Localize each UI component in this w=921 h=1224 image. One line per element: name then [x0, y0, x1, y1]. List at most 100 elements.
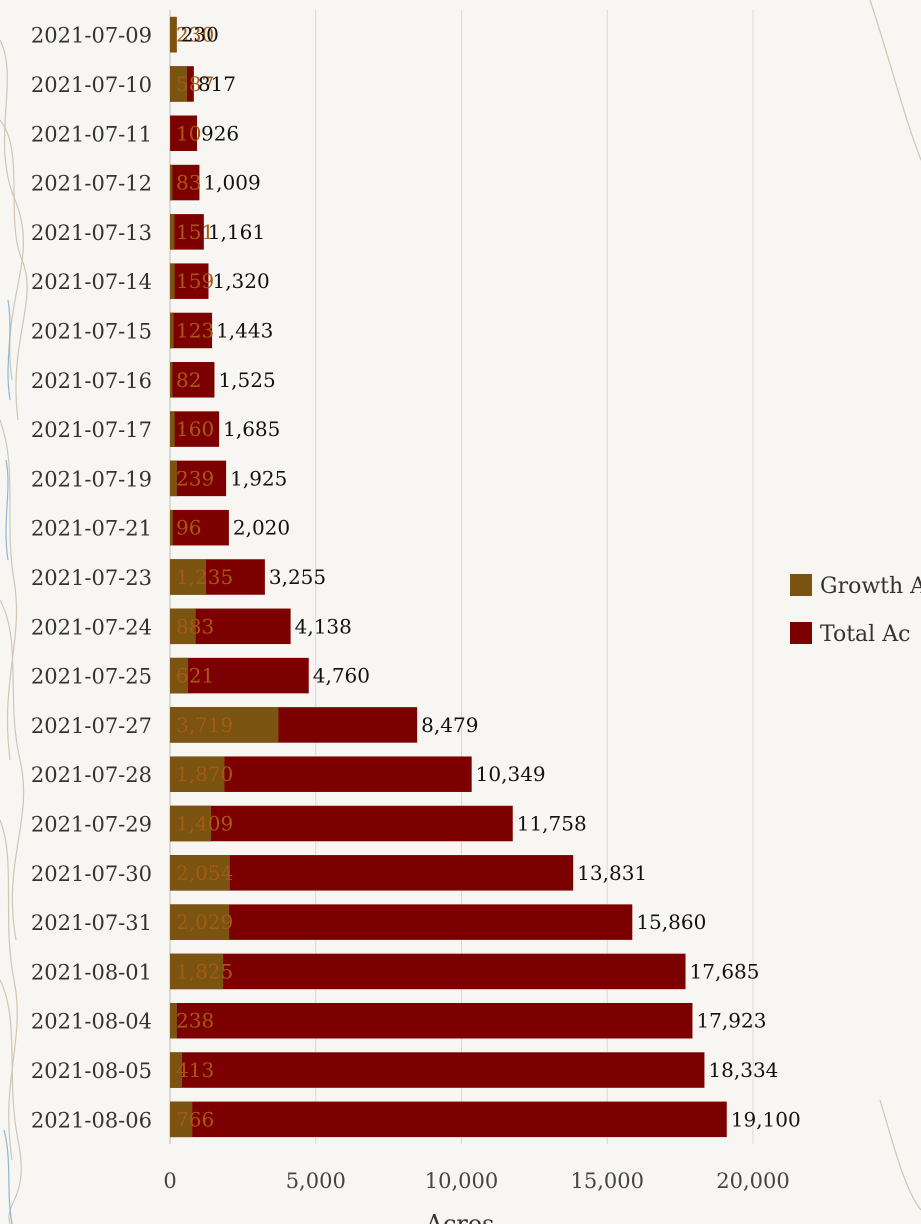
bar-growth [170, 164, 173, 201]
category-label: 2021-07-09 [31, 24, 152, 48]
growth-value-label: 587 [176, 72, 214, 96]
total-value-label: 1,925 [230, 466, 287, 490]
total-value-label: 1,009 [203, 171, 260, 195]
legend: Growth A Total Ac [790, 574, 921, 647]
category-label: 2021-07-11 [31, 122, 152, 146]
bar-total [170, 805, 513, 842]
bar-growth [170, 805, 212, 842]
legend-swatch-growth [790, 574, 812, 596]
growth-value-label: 2,054 [176, 861, 233, 885]
growth-value-label: 239 [176, 466, 214, 490]
bar-total [170, 115, 197, 152]
x-tick-label: 15,000 [571, 1169, 644, 1193]
category-label: 2021-07-28 [31, 763, 152, 787]
growth-value-label: 160 [176, 417, 214, 441]
category-label: 2021-08-01 [31, 960, 152, 984]
growth-value-label: 2,029 [176, 910, 233, 934]
bar-growth [170, 1002, 177, 1039]
bar-growth [170, 756, 225, 792]
growth-value-label: 413 [176, 1058, 214, 1082]
category-label: 2021-07-13 [31, 221, 152, 245]
category-label: 2021-07-31 [31, 911, 152, 935]
category-label: 2021-07-16 [31, 369, 152, 393]
bar-growth [170, 1101, 193, 1138]
bar-growth [170, 411, 175, 447]
category-label: 2021-07-29 [31, 813, 152, 837]
growth-value-label: 96 [176, 516, 201, 540]
x-tick-label: 10,000 [425, 1169, 498, 1193]
bar-growth [170, 66, 188, 102]
category-label: 2021-08-06 [31, 1108, 152, 1132]
total-value-label: 1,161 [208, 220, 265, 244]
growth-value-label: 1,825 [176, 959, 233, 983]
bar-total [170, 509, 229, 546]
bar-total [170, 312, 213, 349]
bar-total [170, 953, 686, 990]
category-label: 2021-07-12 [31, 172, 152, 196]
total-value-label: 11,758 [517, 812, 587, 836]
category-label: 2021-07-10 [31, 73, 152, 97]
legend-swatch-total [790, 622, 812, 644]
total-value-label: 926 [201, 121, 239, 145]
bar-growth [170, 16, 177, 53]
bar-total [170, 263, 209, 299]
bar-total [170, 1002, 693, 1039]
growth-value-label: 82 [176, 368, 201, 392]
category-label: 2021-07-25 [31, 665, 152, 689]
growth-value-label: 83 [176, 171, 201, 195]
bar-total [170, 214, 204, 250]
total-value-label: 18,334 [708, 1058, 778, 1082]
total-value-label: 19,100 [731, 1107, 801, 1131]
legend-label-total: Total Ac [820, 622, 910, 647]
category-label: 2021-07-30 [31, 862, 152, 886]
total-value-label: 15,860 [636, 910, 706, 934]
category-label: 2021-07-17 [31, 418, 152, 442]
bars [170, 16, 727, 1138]
growth-value-label: 159 [176, 269, 214, 293]
category-label: 2021-07-24 [31, 615, 152, 639]
growth-value-label: 151 [176, 220, 214, 244]
bar-growth [170, 559, 207, 595]
growth-value-label: 621 [176, 664, 214, 688]
growth-value-label: 3,719 [176, 713, 233, 737]
bar-total [170, 362, 215, 398]
growth-value-label: 238 [176, 1009, 214, 1033]
category-label: 2021-07-27 [31, 714, 152, 738]
total-value-label: 1,443 [216, 318, 273, 342]
category-label: 2021-07-15 [31, 319, 152, 343]
total-value-label: 10,349 [476, 762, 546, 786]
x-tick-label: 5,000 [286, 1169, 346, 1193]
total-value-label: 3,255 [269, 565, 326, 589]
total-value-label: 17,685 [690, 959, 760, 983]
total-value-label: 8,479 [421, 713, 478, 737]
bar-total [170, 164, 200, 201]
bar-growth [170, 1052, 183, 1088]
category-label: 2021-08-04 [31, 1010, 152, 1034]
bar-growth [170, 263, 175, 299]
bar-growth [170, 362, 173, 398]
bar-growth [170, 904, 230, 940]
total-value-label: 1,685 [223, 417, 280, 441]
total-value-label: 1,320 [212, 269, 269, 293]
category-label: 2021-07-14 [31, 270, 152, 294]
bar-growth [170, 608, 196, 645]
bar-total [170, 460, 227, 497]
bar-growth [170, 214, 175, 250]
growth-value-label: 10 [176, 121, 201, 145]
total-value-label: 817 [198, 72, 236, 96]
bar-total [170, 657, 309, 694]
bar-total [170, 904, 633, 940]
bar-growth [170, 657, 189, 694]
total-value-label: 17,923 [696, 1009, 766, 1033]
growth-value-label: 230 [176, 23, 214, 47]
total-value-label: 4,138 [295, 614, 352, 638]
total-value-label: 230 [181, 23, 219, 47]
legend-label-growth: Growth A [820, 574, 921, 599]
category-label: 2021-07-23 [31, 566, 152, 590]
total-value-label: 1,525 [218, 368, 275, 392]
bar-total [170, 1052, 705, 1088]
growth-value-label: 123 [176, 318, 214, 342]
